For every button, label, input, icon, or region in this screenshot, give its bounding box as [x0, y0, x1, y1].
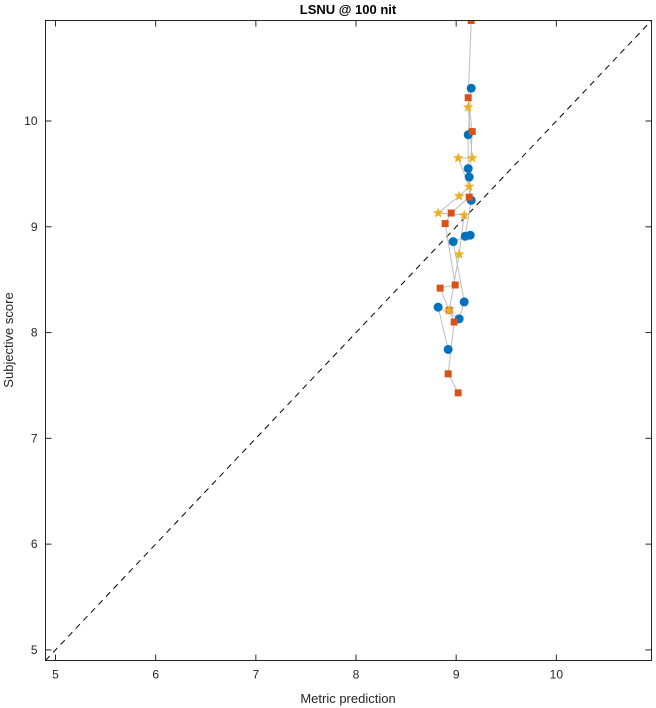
x-tick-label: 8 — [353, 668, 360, 682]
series-1-point-4 — [464, 172, 474, 182]
series-2-point-8 — [436, 284, 444, 292]
series-3-point-4 — [463, 181, 475, 192]
series-1-point-11 — [433, 302, 443, 312]
data-layer — [45, 20, 652, 661]
x-tick-label: 9 — [453, 668, 460, 682]
series-2-point-6 — [441, 220, 449, 228]
series-2-point-7 — [451, 281, 459, 289]
series-3-point-9 — [443, 304, 455, 315]
series-1-point-8 — [448, 237, 458, 247]
y-tick-label: 10 — [24, 114, 38, 128]
series-3-point-7 — [458, 209, 470, 220]
y-tick-label: 5 — [31, 643, 38, 657]
plot-frame — [45, 20, 652, 661]
series-2-connector — [439, 20, 473, 394]
y-tick-label: 6 — [31, 537, 38, 551]
x-tick-label: 7 — [253, 668, 260, 682]
series-3-point-8 — [453, 248, 465, 259]
series-1-point-7 — [465, 230, 475, 240]
series-3-point-1 — [462, 101, 474, 112]
x-tick-label: 5 — [52, 668, 59, 682]
series-3-point-6 — [432, 207, 444, 218]
series-3-point-3 — [452, 152, 464, 163]
series-2-point-2 — [464, 94, 472, 102]
series-2-point-4 — [465, 193, 473, 201]
x-axis-label: Metric prediction — [300, 691, 395, 706]
series-1-point-12 — [443, 344, 453, 354]
chart-title: LSNU @ 100 nit — [300, 2, 397, 17]
series-1-connector — [437, 88, 472, 350]
y-tick-label: 7 — [31, 431, 38, 445]
axes-layer: 5 6 7 8 9 10 5 6 7 8 9 10 — [24, 20, 652, 682]
x-tick-label: 6 — [152, 668, 159, 682]
series-3-point-2 — [466, 152, 478, 163]
series-1-point-9 — [459, 297, 469, 307]
series-3-point-5 — [453, 190, 465, 201]
series-1-point-1 — [466, 83, 476, 93]
series-2-point-5 — [447, 209, 455, 217]
series-2-point-10 — [450, 318, 458, 326]
series-2-point-12 — [454, 389, 462, 397]
series-2-point-11 — [444, 370, 452, 378]
reference-line — [45, 20, 652, 661]
x-tick-label: 10 — [550, 668, 564, 682]
y-tick-label: 8 — [31, 326, 38, 340]
series-1-point-3 — [463, 164, 473, 174]
series-2-point-1 — [467, 20, 475, 24]
series-2-point-3 — [468, 128, 476, 136]
y-tick-label: 9 — [31, 220, 38, 234]
y-axis-label: Subjective score — [1, 292, 16, 387]
